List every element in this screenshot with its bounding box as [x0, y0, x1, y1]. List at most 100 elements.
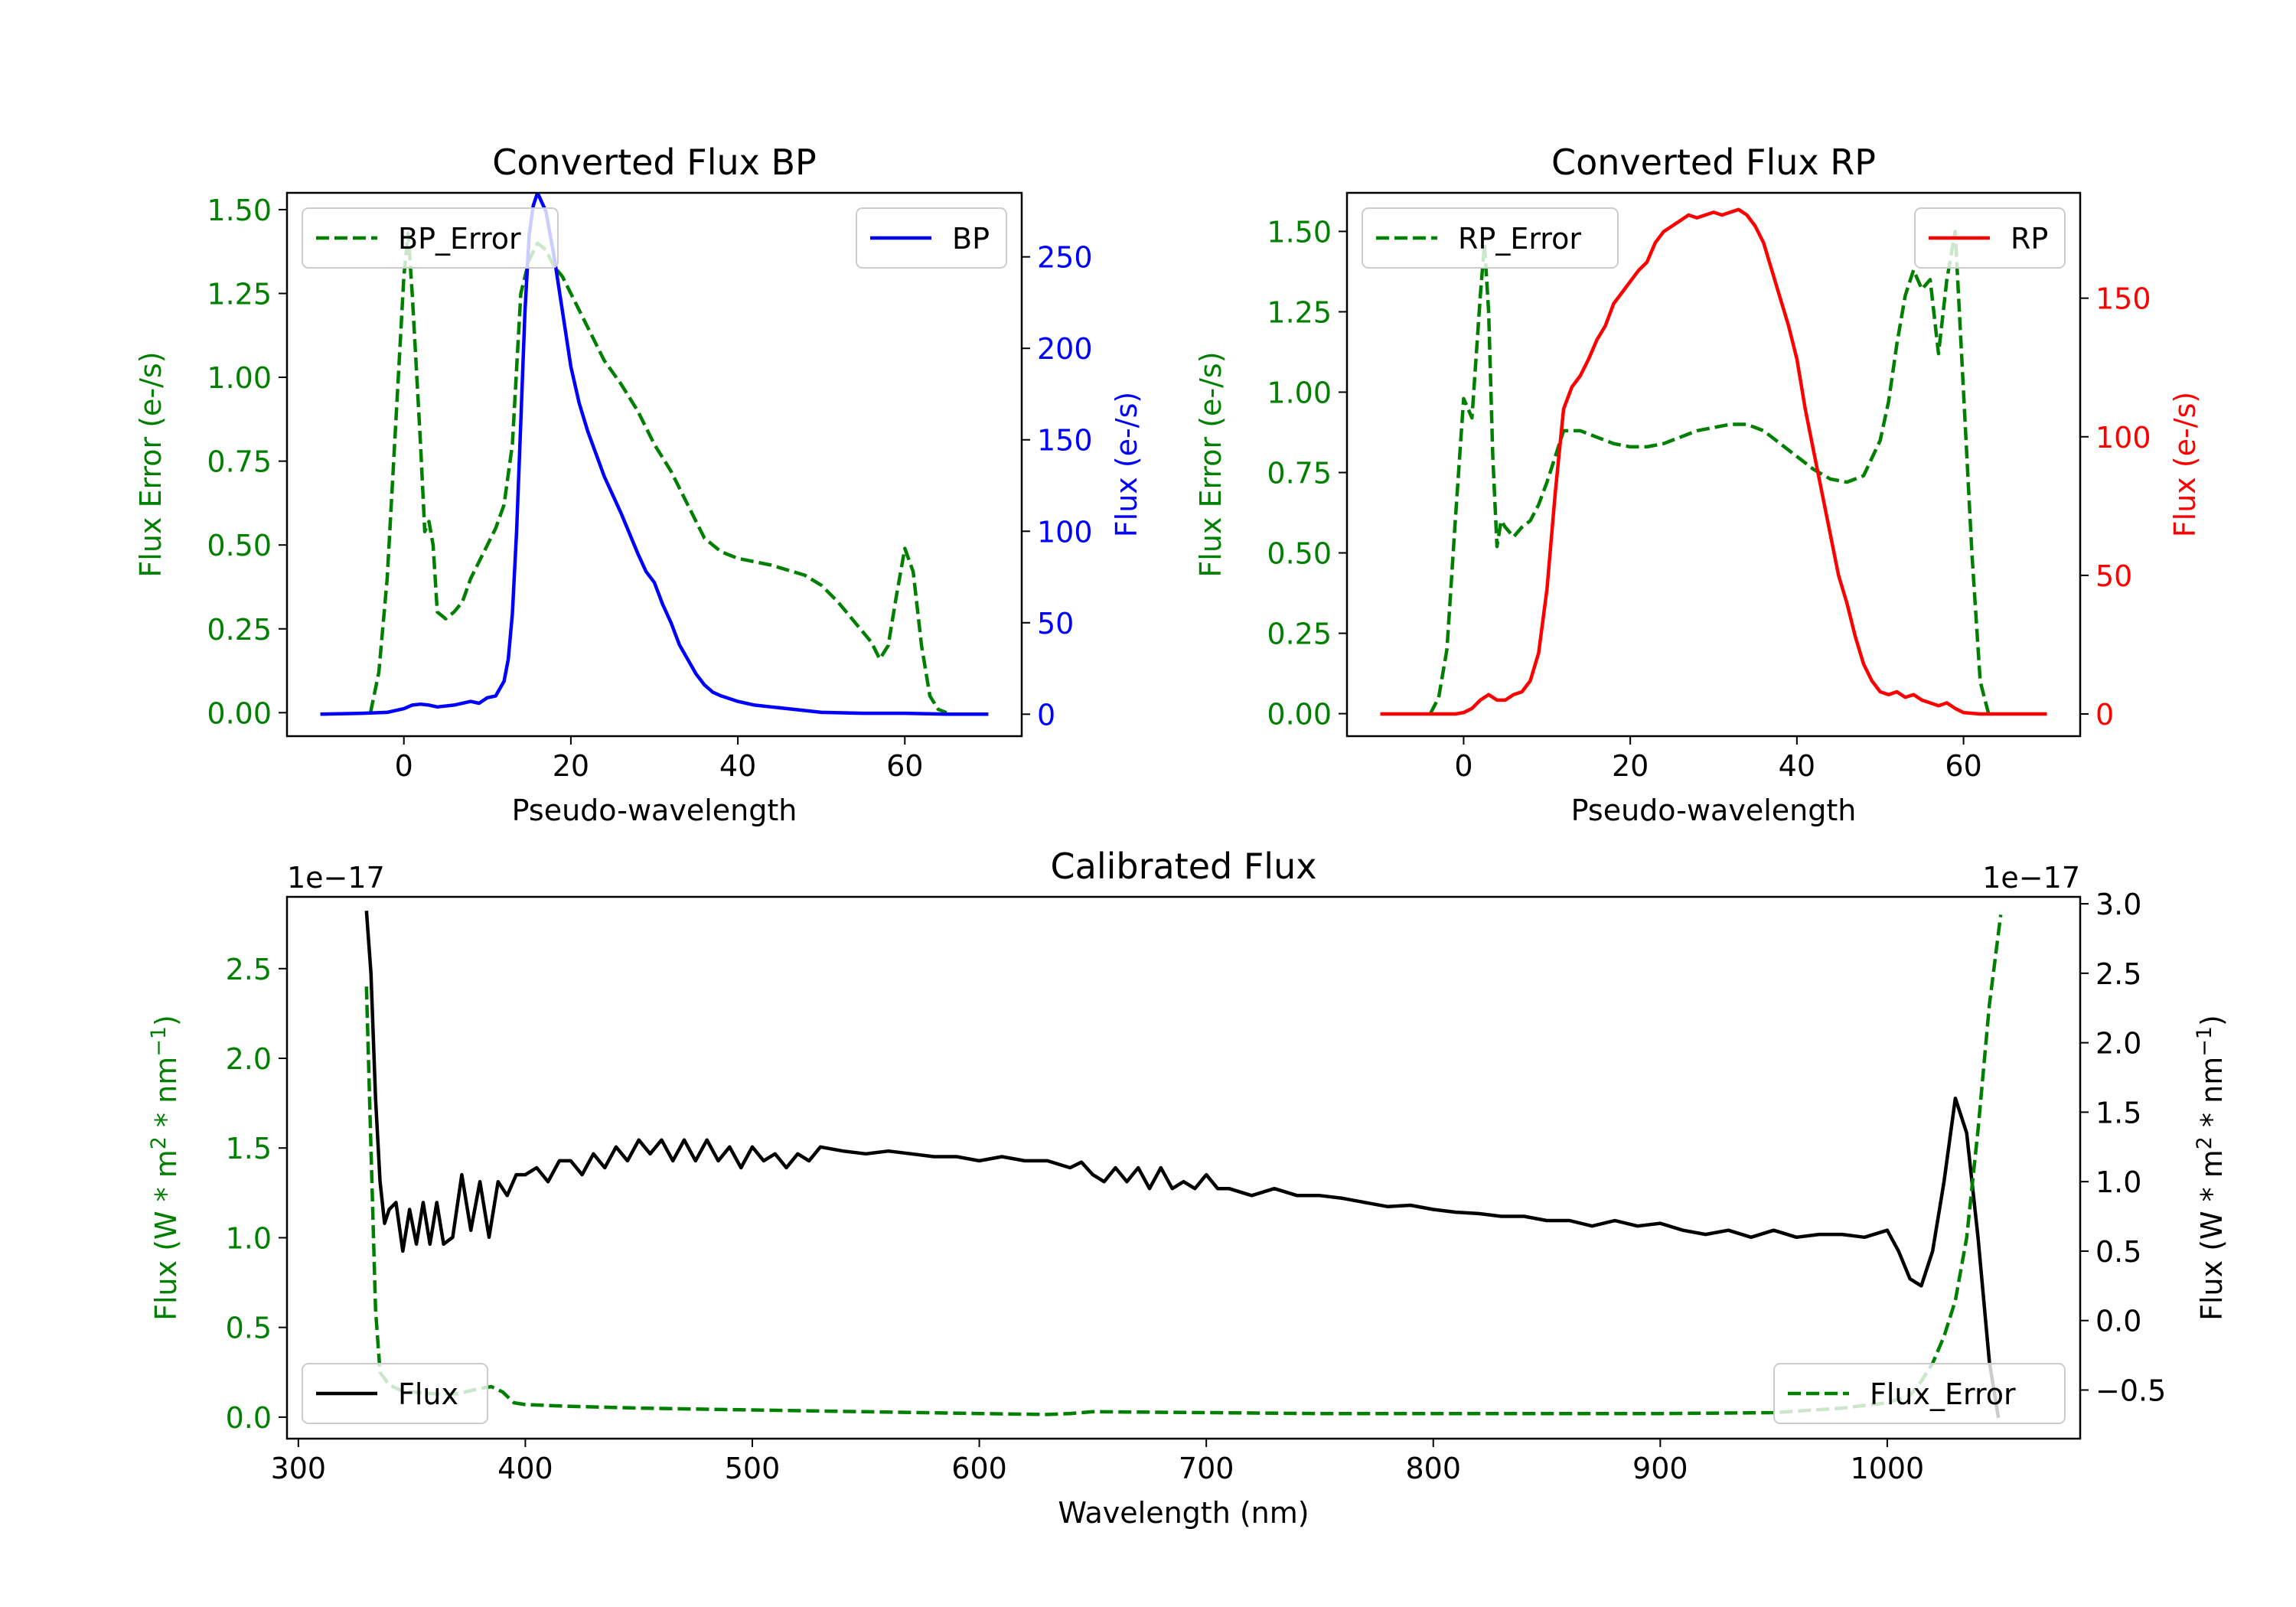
y-label-part: ): [2195, 1015, 2229, 1026]
y-label-superscript: 2: [147, 1136, 171, 1149]
legend-box: [302, 207, 559, 269]
offset-label-left: 1e−17: [287, 861, 385, 895]
y-left-tick-label: 2.0: [226, 1042, 272, 1076]
y-label-superscript: −1: [2193, 1026, 2216, 1057]
x-tick-label: 60: [886, 749, 923, 783]
y-right-tick-label: 0: [2095, 698, 2114, 732]
y-right-tick-label: 100: [2095, 421, 2151, 455]
y-axis-label-left: Flux (W * m2 * nm−1): [147, 1015, 183, 1321]
y-right-tick-label: −0.5: [2095, 1374, 2166, 1407]
y-left-tick-label: 0.5: [226, 1312, 272, 1345]
legend-label: BP_Error: [398, 222, 521, 256]
y-left-tick-label: 0.25: [1267, 618, 1332, 651]
series-line-bp: [320, 193, 989, 716]
y-left-tick-label: 1.5: [226, 1132, 272, 1165]
y-right-tick-label: 2.0: [2095, 1027, 2141, 1061]
x-tick-label: 1000: [1851, 1452, 1925, 1485]
offset-label-right: 1e−17: [1982, 861, 2080, 895]
series-line-rp: [1380, 207, 2047, 716]
y-right-tick-label: 50: [1037, 607, 1074, 641]
chart-title: Calibrated Flux: [1051, 846, 1317, 887]
y-left-tick-label: 1.50: [1267, 215, 1332, 249]
legend-label: Flux_Error: [1870, 1377, 2016, 1411]
y-right-tick-label: 50: [2095, 559, 2132, 593]
x-tick-label: 500: [725, 1452, 781, 1485]
legend-flux: Flux: [302, 1363, 488, 1424]
y-right-tick-label: 0.0: [2095, 1305, 2141, 1338]
y-left-tick-label: 1.00: [1267, 376, 1332, 409]
y-left-tick-label: 1.50: [207, 194, 272, 227]
x-tick-label: 40: [1779, 749, 1815, 783]
y-right-tick-label: 1.0: [2095, 1165, 2141, 1199]
chart-title: Converted Flux RP: [1551, 142, 1876, 183]
y-right-tick-label: 200: [1037, 332, 1093, 366]
y-label-superscript: 2: [2193, 1136, 2216, 1149]
y-label-part: ): [149, 1015, 183, 1026]
y-left-tick-label: 0.00: [1267, 698, 1332, 732]
y-right-tick-label: 2.5: [2095, 957, 2141, 991]
y-right-tick-label: 250: [1037, 241, 1093, 275]
y-axis-label-left: Flux Error (e-/s): [1194, 351, 1228, 577]
y-right-tick-label: 0: [1037, 698, 1055, 732]
plot-frame: [285, 895, 2082, 1440]
series-line-rp-error: [1428, 230, 1991, 715]
y-axis-label-right: Flux (e-/s): [2168, 392, 2202, 537]
legend-label: RP: [2011, 222, 2048, 256]
y-label-part: Flux (W * m: [149, 1149, 183, 1321]
y-left-tick-label: 1.25: [1267, 295, 1332, 329]
legend-box: [1362, 207, 1619, 269]
x-tick-label: 60: [1945, 749, 1981, 783]
x-tick-label: 800: [1405, 1452, 1461, 1485]
y-left-tick-label: 1.25: [207, 277, 272, 311]
legend-bp: BP: [856, 207, 1007, 269]
y-right-tick-label: 0.5: [2095, 1235, 2141, 1269]
legend-rp: RP: [1914, 207, 2066, 269]
series-line-bp-error: [368, 231, 947, 715]
legend-label: BP: [952, 222, 990, 256]
legend-label: RP_Error: [1458, 222, 1581, 256]
y-left-tick-label: 0.25: [207, 613, 272, 647]
x-tick-label: 300: [271, 1452, 327, 1485]
x-axis-label: Wavelength (nm): [1058, 1496, 1309, 1530]
y-label-superscript: −1: [147, 1026, 171, 1057]
legend-bp-error: BP_Error: [302, 207, 559, 269]
x-axis-label: Pseudo-wavelength: [512, 794, 797, 827]
chart-bp: 0 20 40 60 0.00 0.25 0.50 0.75 1.00 1.25 1.50 0 50 10…: [134, 142, 1143, 827]
plot-frame: [285, 191, 1023, 738]
y-left-tick-label: 0.75: [1267, 457, 1332, 491]
y-left-tick-label: 0.75: [207, 445, 272, 479]
legend-flux-error: Flux_Error: [1773, 1363, 2066, 1424]
x-tick-label: 900: [1632, 1452, 1688, 1485]
x-tick-label: 600: [951, 1452, 1007, 1485]
chart-rp: 0 20 40 60 0.00 0.25 0.50 0.75 1.00 1.25 1.50 0 50 10…: [1194, 142, 2202, 827]
plot-frame: [1345, 191, 2082, 738]
x-tick-label: 20: [1612, 749, 1649, 783]
x-axis-label: Pseudo-wavelength: [1571, 794, 1857, 827]
x-tick-label: 40: [719, 749, 756, 783]
chart-title: Converted Flux BP: [492, 142, 817, 183]
legend-box: [1773, 1363, 2066, 1424]
x-tick-label: 0: [395, 749, 413, 783]
x-tick-label: 20: [553, 749, 589, 783]
y-axis-label-left: Flux Error (e-/s): [134, 351, 168, 577]
legend-rp-error: RP_Error: [1362, 207, 1619, 269]
legend-box: [302, 1363, 488, 1424]
y-axis-label-right: Flux (e-/s): [1110, 392, 1143, 537]
y-left-tick-label: 1.00: [207, 361, 272, 395]
y-axis-label-right: Flux (W * m2 * nm−1): [2193, 1015, 2229, 1321]
y-right-tick-label: 3.0: [2095, 888, 2141, 921]
x-tick-label: 700: [1179, 1452, 1234, 1485]
y-left-tick-label: 0.00: [207, 696, 272, 730]
x-tick-label: 0: [1454, 749, 1473, 783]
y-right-tick-label: 150: [2095, 282, 2151, 316]
x-tick-label: 400: [497, 1452, 553, 1485]
series-line-flux: [364, 911, 2001, 1419]
y-right-tick-label: 150: [1037, 424, 1093, 458]
chart-calibrated: 300 400 500 600 700 800 900 1000 0.0 0.5 1.0 1.5 2.0…: [147, 846, 2229, 1530]
legend-label: Flux: [398, 1377, 458, 1411]
y-right-tick-label: 100: [1037, 515, 1093, 549]
y-left-tick-label: 0.0: [226, 1401, 272, 1435]
y-left-tick-label: 1.0: [226, 1221, 272, 1255]
y-label-part: * nm: [149, 1057, 183, 1136]
